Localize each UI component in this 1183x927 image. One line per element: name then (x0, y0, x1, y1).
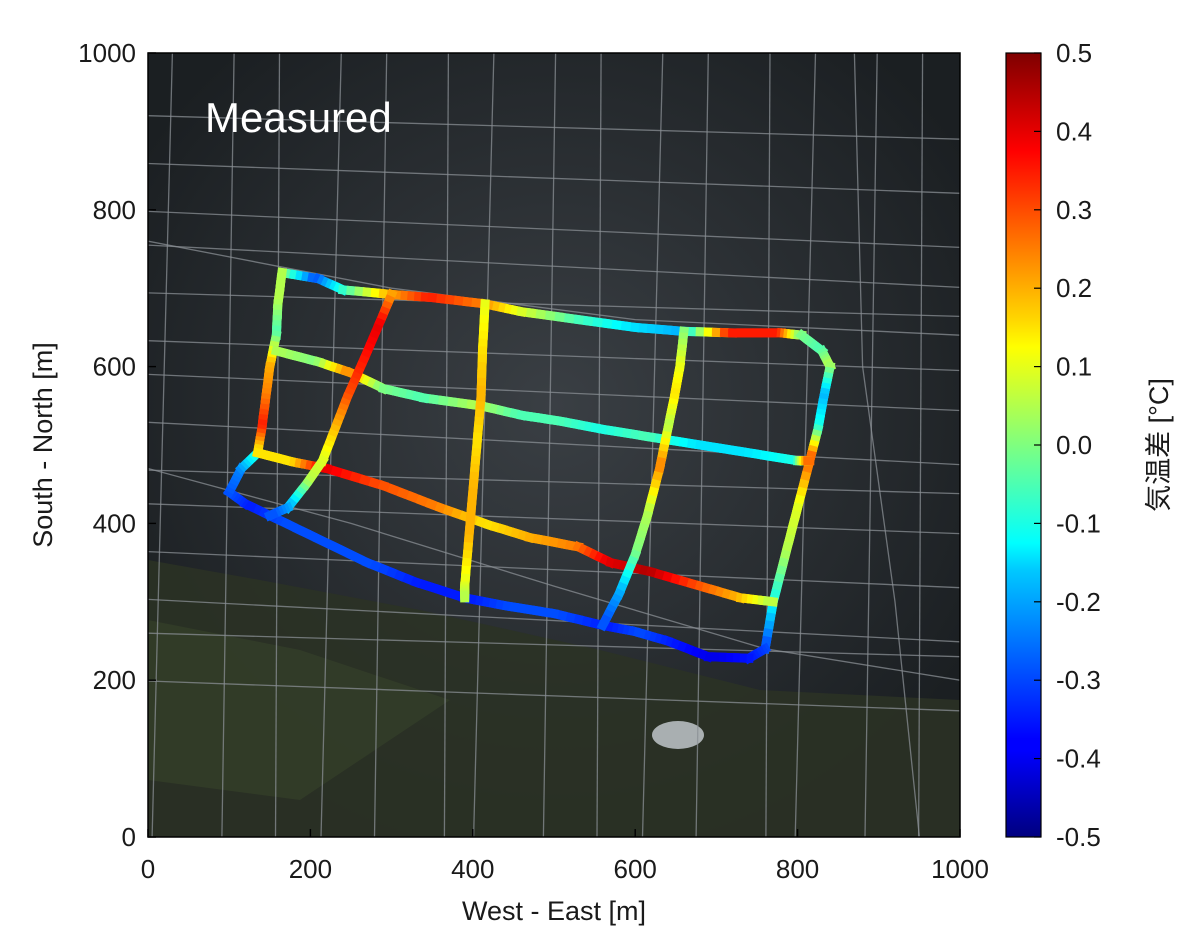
street-line (151, 53, 174, 837)
y-tick-label: 200 (93, 665, 136, 695)
colorbar-tick-label: -0.2 (1056, 587, 1101, 617)
y-tick-label: 600 (93, 352, 136, 382)
y-tick-label: 1000 (78, 38, 136, 68)
panel-label: Measured (205, 94, 392, 141)
street-line (765, 53, 771, 837)
street-line (274, 53, 281, 837)
street-line (853, 53, 921, 837)
y-tick-label: 800 (93, 195, 136, 225)
street-line (148, 550, 960, 589)
route-5 (459, 299, 490, 603)
colorbar-tick-label: 0.0 (1056, 430, 1092, 460)
route-4 (263, 288, 398, 522)
street-line (596, 53, 602, 837)
route-2 (252, 267, 779, 607)
street-line (542, 53, 557, 837)
street-line (373, 53, 388, 837)
street-line (864, 53, 878, 837)
street-line (148, 598, 960, 643)
street-line (148, 469, 960, 495)
y-tick-label: 0 (122, 822, 136, 852)
measurement-routes (222, 267, 837, 665)
x-tick-label: 800 (776, 854, 819, 884)
street-line (148, 240, 960, 336)
map-frame (147, 52, 961, 838)
street-line (917, 53, 924, 837)
street-line (148, 421, 960, 466)
route-segment (596, 614, 612, 632)
colorbar-tick-label: 0.1 (1056, 352, 1092, 382)
street-line (221, 53, 235, 837)
colorbar-tick-label: 0.3 (1056, 195, 1092, 225)
colorbar-tick-label: -0.5 (1056, 822, 1101, 852)
colorbar-tick-label: 0.4 (1056, 116, 1092, 146)
street-line (794, 53, 817, 837)
street-line (148, 632, 960, 658)
colorbar-tick-label: -0.3 (1056, 665, 1101, 695)
x-tick-label: 600 (614, 854, 657, 884)
colorbar-ticks: 0.5 0.4 0.3 0.2 0.1 0.0 -0.1 -0.2 -0.3 -0.4 -0.5 (1034, 38, 1101, 852)
route-6 (596, 326, 689, 632)
aerial-photo-details (148, 53, 960, 837)
street-line (641, 53, 664, 837)
colorbar-tick-label: -0.4 (1056, 744, 1101, 774)
colorbar: 0.5 0.4 0.3 0.2 0.1 0.0 -0.1 -0.2 -0.3 -0.4 -0.5 気… (1005, 38, 1174, 852)
x-tick-label: 200 (289, 854, 332, 884)
route-segment (762, 596, 779, 607)
x-axis-ticks: 0 200 400 600 800 1000 (141, 829, 989, 884)
route-3 (270, 345, 815, 466)
street-line (443, 53, 450, 837)
x-tick-label: 1000 (931, 854, 989, 884)
street-line (148, 244, 960, 289)
route-segment (263, 508, 279, 522)
x-tick-label: 400 (451, 854, 494, 884)
y-axis-title: South - North [m] (28, 342, 58, 548)
y-axis-ticks: 0 200 400 600 800 1000 (78, 38, 156, 852)
x-axis-title: West - East [m] (462, 896, 646, 926)
y-tick-label: 400 (93, 508, 136, 538)
street-line (148, 210, 960, 249)
map-panel: Measured (147, 52, 961, 838)
park-area (148, 560, 960, 837)
colorbar-tick-label: 0.5 (1056, 38, 1092, 68)
colorbar-tick-label: 0.2 (1056, 273, 1092, 303)
street-line (148, 680, 960, 712)
x-tick-label: 0 (141, 854, 155, 884)
colorbar-title: 気温差 [°C] (1144, 378, 1174, 512)
stadium (652, 721, 704, 749)
colorbar-tick-label: -0.1 (1056, 508, 1101, 538)
route-1 (222, 267, 837, 665)
street-line (472, 53, 495, 837)
